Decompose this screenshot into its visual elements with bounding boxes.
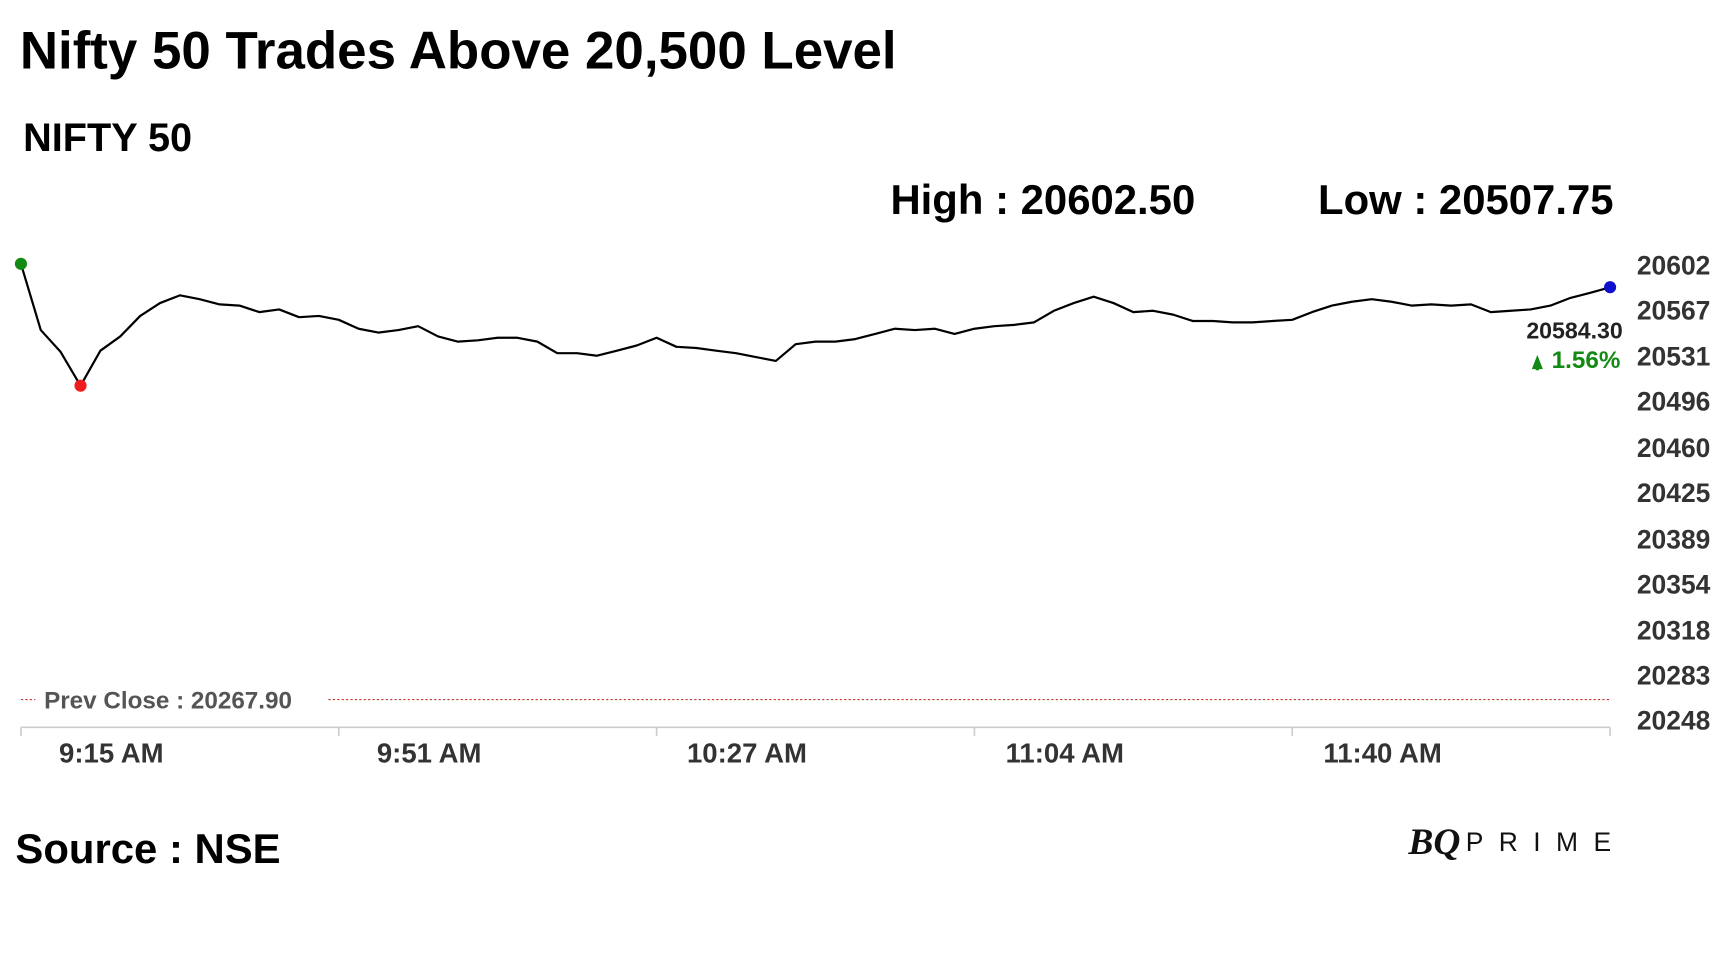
x-tick-label: 11:04 AM — [1006, 738, 1124, 769]
logo-mark: BQ — [1407, 822, 1460, 863]
prev-close-label: Prev Close : 20267.90 — [44, 687, 292, 714]
chart-title: Nifty 50 Trades Above 20,500 Level — [20, 21, 897, 80]
y-tick-label: 20460 — [1637, 433, 1711, 463]
last-value-label: 20584.30 — [1526, 317, 1622, 343]
y-tick-label: 20567 — [1637, 295, 1711, 325]
high-marker — [14, 257, 27, 270]
x-tick-label: 9:15 AM — [59, 738, 164, 769]
x-tick-label: 11:40 AM — [1323, 738, 1441, 769]
y-tick-label: 20389 — [1637, 524, 1711, 554]
high-label: High : 20602.50 — [890, 176, 1195, 223]
low-marker — [74, 379, 87, 392]
chart-subtitle: NIFTY 50 — [23, 116, 192, 160]
source: Source : NSE — [15, 825, 280, 872]
y-tick-label: 20248 — [1637, 706, 1711, 736]
y-tick-label: 20283 — [1637, 661, 1711, 691]
y-tick-label: 20318 — [1637, 616, 1711, 646]
y-tick-label: 20531 — [1637, 342, 1711, 372]
y-tick-label: 20425 — [1637, 478, 1711, 508]
logo-text: PRIME — [1466, 827, 1627, 857]
up-arrow-stem — [1535, 361, 1539, 371]
low-label: Low : 20507.75 — [1318, 176, 1614, 223]
x-tick-label: 9:51 AM — [377, 738, 482, 769]
last-marker — [1604, 281, 1617, 294]
y-tick-label: 20496 — [1637, 387, 1711, 417]
x-tick-label: 10:27 AM — [687, 738, 807, 769]
y-tick-label: 20602 — [1637, 250, 1711, 280]
y-tick-label: 20354 — [1637, 569, 1711, 599]
price-line — [19, 263, 1611, 387]
change-label: 1.56% — [1552, 347, 1621, 374]
